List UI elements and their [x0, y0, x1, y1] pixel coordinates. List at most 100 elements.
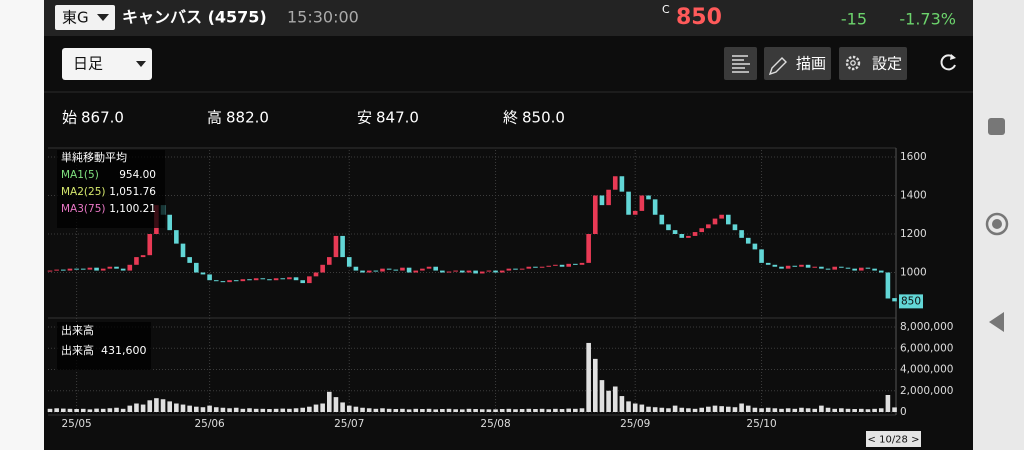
- candle-body: [220, 281, 226, 283]
- candle-body: [393, 269, 399, 271]
- candle-body: [340, 235, 345, 258]
- candle-body: [333, 235, 339, 258]
- candle-body: [499, 270, 505, 273]
- volume-bar: [759, 408, 764, 412]
- volume-bar: [513, 409, 518, 412]
- volume-bar: [247, 408, 252, 412]
- candle-body: [440, 270, 445, 273]
- candle-body: [114, 266, 119, 269]
- candle-body: [626, 191, 631, 215]
- candle-body: [167, 214, 172, 231]
- candle-body: [533, 266, 538, 268]
- volume-bar: [506, 408, 512, 412]
- volume-bar: [745, 405, 751, 412]
- candle-body: [865, 267, 871, 269]
- ma-legend-box: [57, 150, 165, 228]
- home-dot: [992, 219, 1002, 229]
- candle-body: [872, 268, 877, 271]
- volume-bar: [646, 406, 651, 412]
- ma-name: MA1(5): [61, 169, 99, 181]
- volume-bar: [413, 408, 419, 412]
- candle-body: [327, 257, 332, 265]
- change-pct: -1.73%: [899, 10, 956, 29]
- volume-bar: [160, 399, 166, 412]
- candle-body: [194, 262, 199, 273]
- ohlc-label: 終: [503, 109, 518, 127]
- candle-body: [54, 269, 59, 271]
- candle-body: [87, 267, 93, 270]
- candle-body: [247, 279, 252, 281]
- candle-body: [207, 274, 212, 281]
- volume-bar: [120, 408, 126, 412]
- volume-bar: [892, 407, 897, 412]
- volume-bar: [486, 409, 492, 412]
- candle-body: [639, 195, 645, 211]
- ma-value: 1,100.21: [109, 203, 156, 215]
- candle-body: [845, 267, 851, 269]
- candle-body: [187, 257, 192, 263]
- volume-bar: [194, 406, 199, 412]
- time: 15:30:00: [287, 8, 359, 27]
- ohlc-value: 847.0: [376, 109, 419, 127]
- volume-bar: [260, 408, 266, 412]
- candle-body: [140, 255, 146, 258]
- volume-legend-title: 出来高: [61, 323, 94, 337]
- refresh-arrow: [950, 54, 956, 60]
- candle-body: [646, 195, 651, 200]
- x-tick-label: 25/06: [194, 418, 225, 430]
- candle-body: [519, 268, 525, 270]
- candle-body: [386, 268, 392, 270]
- y-tick-label: 1000: [900, 267, 927, 279]
- volume-bar: [686, 408, 691, 412]
- candle-body: [805, 264, 811, 268]
- volume-bar: [852, 409, 857, 412]
- candle-body: [732, 224, 738, 231]
- top-bar: [44, 0, 973, 36]
- candle-body: [453, 270, 458, 272]
- candle-body: [699, 228, 704, 233]
- dropdown-arrow: [136, 61, 146, 67]
- refresh-icon[interactable]: [940, 54, 956, 71]
- volume-bar: [839, 408, 844, 412]
- candle-body: [346, 257, 352, 267]
- y-tick-label: 1400: [900, 190, 927, 202]
- volume-bar: [466, 408, 472, 412]
- ohlc-label: 安: [357, 109, 372, 127]
- candle-body: [174, 230, 179, 244]
- candle-body: [546, 265, 552, 267]
- candle-body: [260, 278, 266, 280]
- volume-bar: [346, 405, 352, 412]
- candle-body: [134, 257, 139, 265]
- volume-bar: [87, 409, 93, 412]
- volume-bar: [127, 405, 133, 412]
- candle-body: [380, 268, 385, 272]
- period-select[interactable]: [62, 48, 152, 80]
- volume-bar: [706, 406, 711, 412]
- volume-bar: [353, 406, 359, 412]
- candle-body: [539, 266, 545, 268]
- candle-body: [473, 270, 478, 274]
- recent-apps-button[interactable]: [988, 118, 1005, 135]
- plot-layer: 1000 1200 1400 1600 25/05 25/06 25/07 25/08 25/0…: [47, 150, 953, 430]
- volume-bar: [659, 407, 665, 412]
- candle-body: [420, 268, 425, 271]
- candle-body: [779, 266, 784, 269]
- candle-body: [273, 278, 279, 281]
- candle-body: [280, 278, 286, 280]
- settings-button[interactable]: [839, 47, 907, 80]
- change: -15: [841, 10, 867, 29]
- volume-bar: [533, 409, 538, 412]
- candle-body: [852, 268, 857, 271]
- volume-bar: [100, 408, 106, 412]
- volume-bar: [227, 408, 232, 412]
- candle-body: [100, 268, 106, 271]
- candle-body: [180, 243, 186, 258]
- draw-button[interactable]: [764, 47, 831, 80]
- exchange-select[interactable]: [55, 5, 115, 30]
- candle-body: [745, 237, 751, 244]
- volume-bar: [652, 407, 658, 412]
- home-button[interactable]: [985, 212, 1009, 236]
- ma-name: MA2(25): [61, 186, 105, 198]
- back-button[interactable]: [989, 312, 1004, 332]
